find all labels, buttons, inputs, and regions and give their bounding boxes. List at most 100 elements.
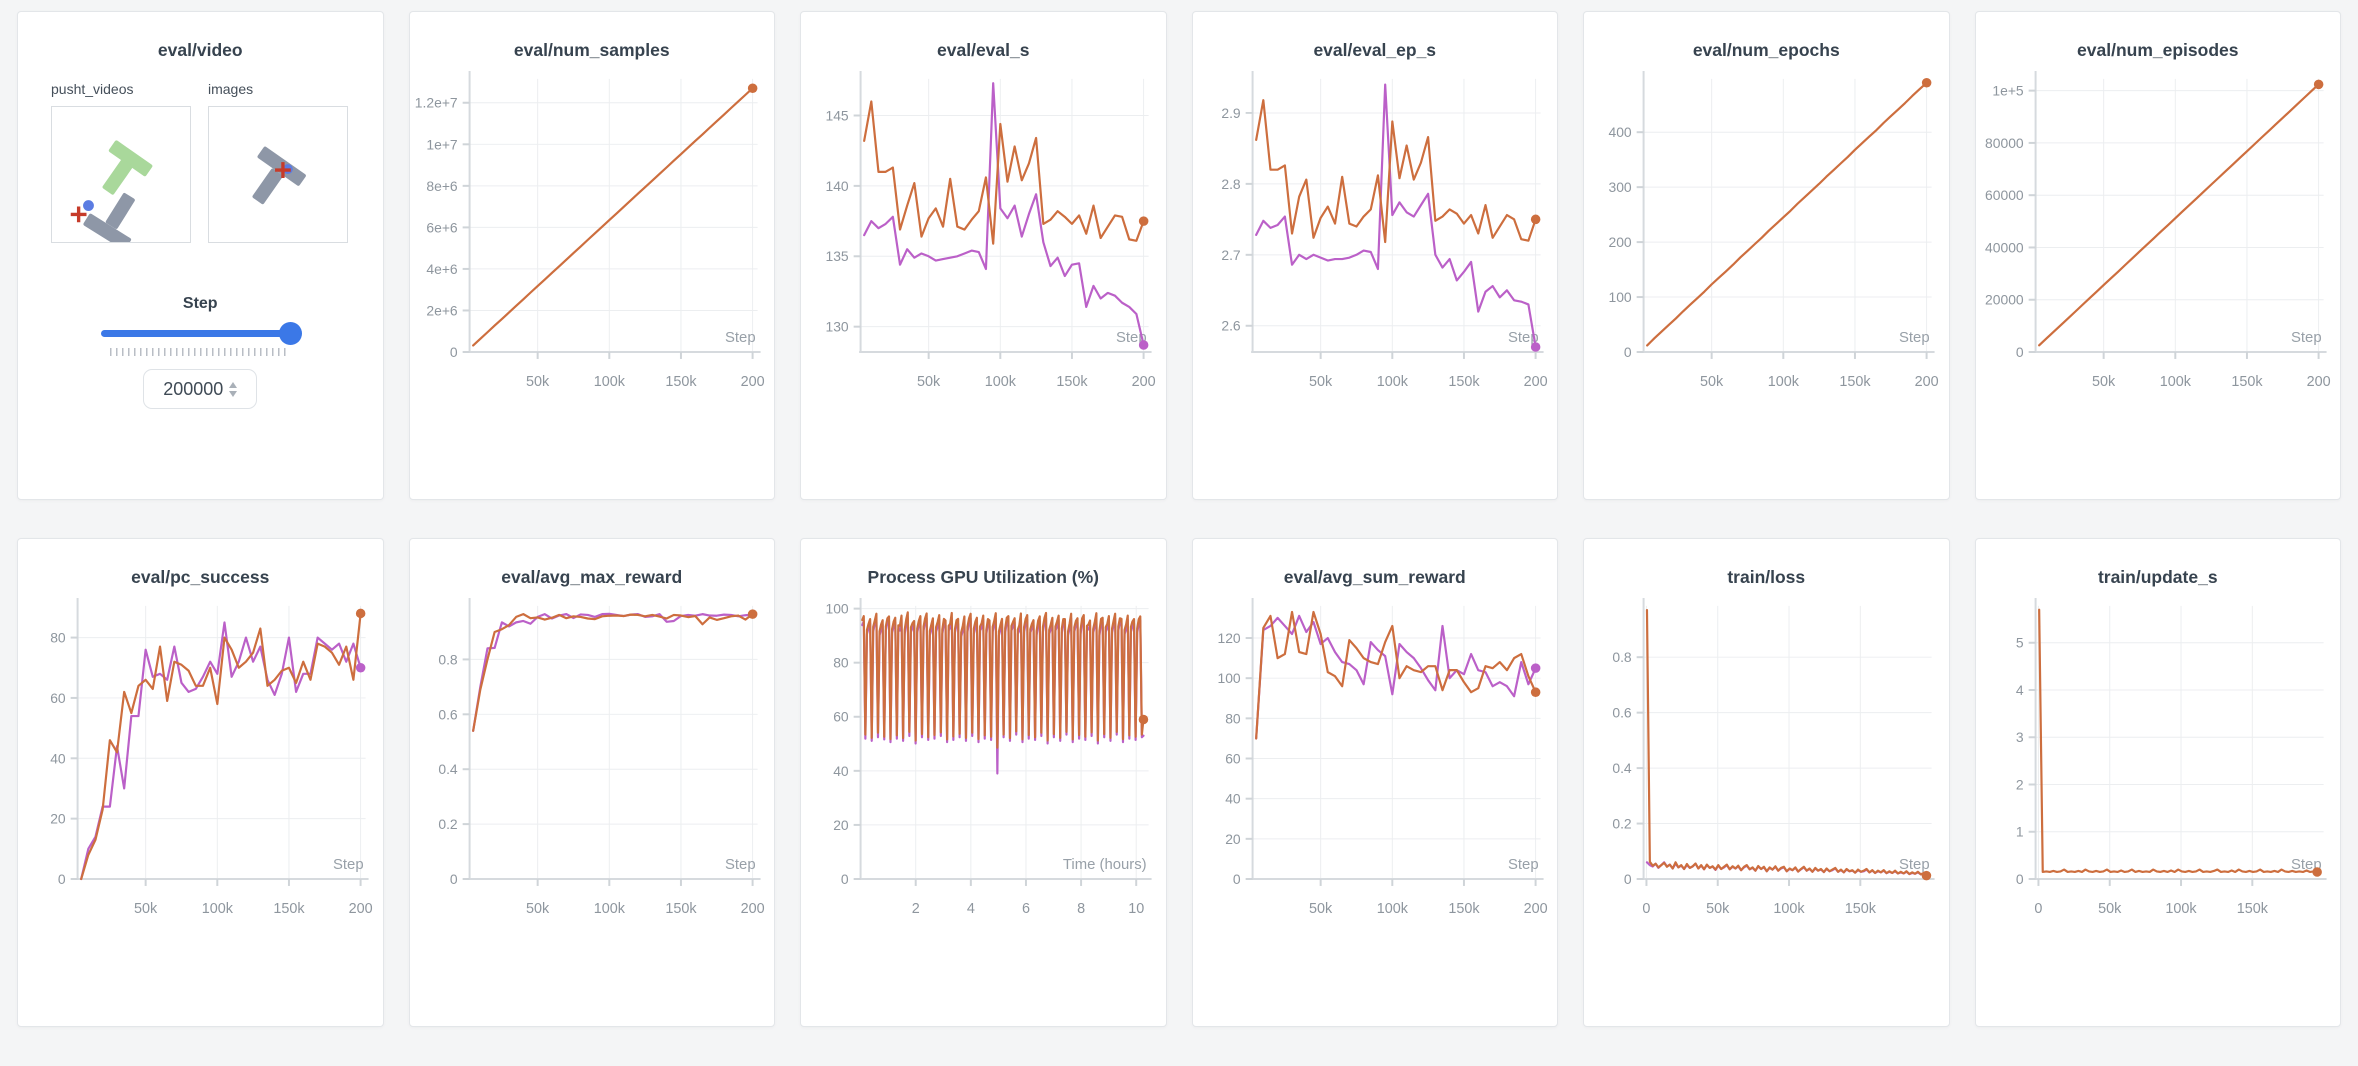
svg-text:4: 4 [2015,682,2023,698]
increment-icon[interactable] [229,381,238,388]
chart-plot[interactable]: 50k 100k 150k 200 0 20 40 60 80 100 120 Step [1193,590,1558,1007]
svg-text:120: 120 [1217,630,1240,646]
svg-text:50k: 50k [917,374,941,390]
svg-text:80: 80 [50,630,66,646]
svg-text:1e+7: 1e+7 [426,136,458,152]
chart-plot[interactable]: 50k 100k 150k 200 2.6 2.7 2.8 2.9 Step [1193,63,1558,480]
svg-text:200: 200 [2306,374,2330,390]
chart-plot[interactable]: 50k 100k 150k 200 0 20 40 60 80 Step [18,590,383,1007]
svg-text:Step: Step [1899,330,1930,346]
svg-text:50k: 50k [2098,901,2122,917]
chart-plot[interactable]: 50k 100k 150k 200 0 20000 40000 60000 80000 1e+5 S… [1976,63,2341,480]
step-input[interactable]: 200000 [143,369,258,409]
svg-text:10: 10 [1128,901,1144,917]
svg-text:150k: 150k [665,901,697,917]
svg-text:50k: 50k [526,374,550,390]
chart-title: train/loss [1727,567,1806,587]
target-cross-icon [70,206,87,223]
pusht-video-frame [70,140,153,242]
panel-grid: eval/video pusht_videos [17,11,2341,1027]
svg-text:Step: Step [2291,330,2322,346]
svg-text:Step: Step [1508,857,1539,873]
panel-title: eval/video [157,40,243,60]
svg-text:Step: Step [725,330,756,346]
svg-text:50k: 50k [134,901,158,917]
svg-text:0.2: 0.2 [438,816,458,832]
step-slider-track[interactable] [101,322,303,345]
chart-panel-eval-avg-sum-reward: eval/avg_sum_reward 50k 100k 150k 200 0 20 40 6… [1191,538,1558,1027]
svg-text:2: 2 [912,901,920,917]
svg-text:40: 40 [833,763,849,779]
images-thumbnail[interactable] [208,106,348,243]
step-input-value: 200000 [163,378,224,399]
block-t-shape [83,193,135,242]
svg-text:0: 0 [1624,344,1632,360]
chart-title: eval/eval_s [937,40,1030,60]
svg-text:50k: 50k [526,901,550,917]
svg-text:200: 200 [740,901,764,917]
svg-text:Step: Step [1508,330,1539,346]
chart-plot[interactable]: 50k 100k 150k 200 130 135 140 145 Step [801,63,1166,480]
svg-text:100k: 100k [1376,374,1408,390]
svg-text:100k: 100k [202,901,234,917]
svg-text:1e+5: 1e+5 [1992,83,2024,99]
svg-text:4e+6: 4e+6 [426,261,458,277]
svg-text:Step: Step [725,857,756,873]
svg-text:100k: 100k [985,374,1017,390]
svg-text:150k: 150k [2236,901,2268,917]
svg-text:200: 200 [349,901,373,917]
step-slider-handle[interactable] [279,322,303,345]
target-cross-icon [275,162,291,178]
slider-tick-ruler [110,348,291,356]
svg-text:135: 135 [825,248,848,264]
chart-panel-train-loss: train/loss 0 50k 100k 150k 0 0.2 0.4 0.6 0.8 Step [1583,538,1950,1027]
chart-plot[interactable]: 0 50k 100k 150k 0 0.2 0.4 0.6 0.8 Step [1584,590,1949,1007]
svg-text:140: 140 [825,178,848,194]
svg-text:20000: 20000 [1985,292,2024,308]
svg-text:130: 130 [825,319,848,335]
svg-text:0.8: 0.8 [438,651,458,667]
svg-text:0.8: 0.8 [1612,649,1632,665]
svg-text:0.6: 0.6 [438,706,458,722]
images-frame [252,146,306,205]
svg-text:60: 60 [833,709,849,725]
chart-plot[interactable]: 50k 100k 150k 200 0 100 200 300 400 Step [1584,63,1949,480]
svg-text:200: 200 [1132,374,1156,390]
chart-title: eval/num_episodes [2077,40,2239,60]
svg-text:5: 5 [2015,635,2023,651]
step-slider[interactable] [101,321,303,345]
svg-text:80000: 80000 [1985,135,2024,151]
svg-text:20: 20 [1225,831,1241,847]
pusht-video-thumbnail[interactable] [51,106,191,243]
stepper-arrows[interactable] [229,381,238,397]
svg-text:0: 0 [1624,871,1632,887]
svg-text:50k: 50k [1706,901,1730,917]
svg-text:150k: 150k [1448,374,1480,390]
svg-text:150k: 150k [1845,901,1877,917]
svg-text:6e+6: 6e+6 [426,219,458,235]
decrement-icon[interactable] [229,390,238,397]
chart-panel-eval-eval-ep-s: eval/eval_ep_s 50k 100k 150k 200 2.6 2.7 2.8 2.… [1191,11,1558,500]
chart-title: Process GPU Utilization (%) [867,567,1099,587]
svg-text:145: 145 [825,107,848,123]
svg-text:40: 40 [1225,791,1241,807]
svg-text:0: 0 [2034,901,2042,917]
svg-text:300: 300 [1608,179,1631,195]
svg-text:2.6: 2.6 [1221,318,1241,334]
svg-text:80: 80 [1225,710,1241,726]
media-key-label: pusht_videos [51,81,134,97]
svg-text:100: 100 [825,601,848,617]
svg-text:0.6: 0.6 [1612,705,1632,721]
svg-text:0.4: 0.4 [1612,760,1632,776]
svg-text:0: 0 [58,871,66,887]
svg-text:50k: 50k [1309,901,1333,917]
svg-text:40000: 40000 [1985,239,2024,255]
media-item-pusht-videos: pusht_videos [51,81,191,243]
svg-text:20: 20 [833,817,849,833]
chart-plot[interactable]: 50k 100k 150k 200 0 0.2 0.4 0.6 0.8 Step [410,590,775,1007]
chart-plot[interactable]: 50k 100k 150k 200 0 2e+6 4e+6 6e+6 8e+6 1e+7 1.2e+… [410,63,775,480]
block-t-shape [252,146,306,205]
chart-title: eval/avg_sum_reward [1283,567,1466,587]
